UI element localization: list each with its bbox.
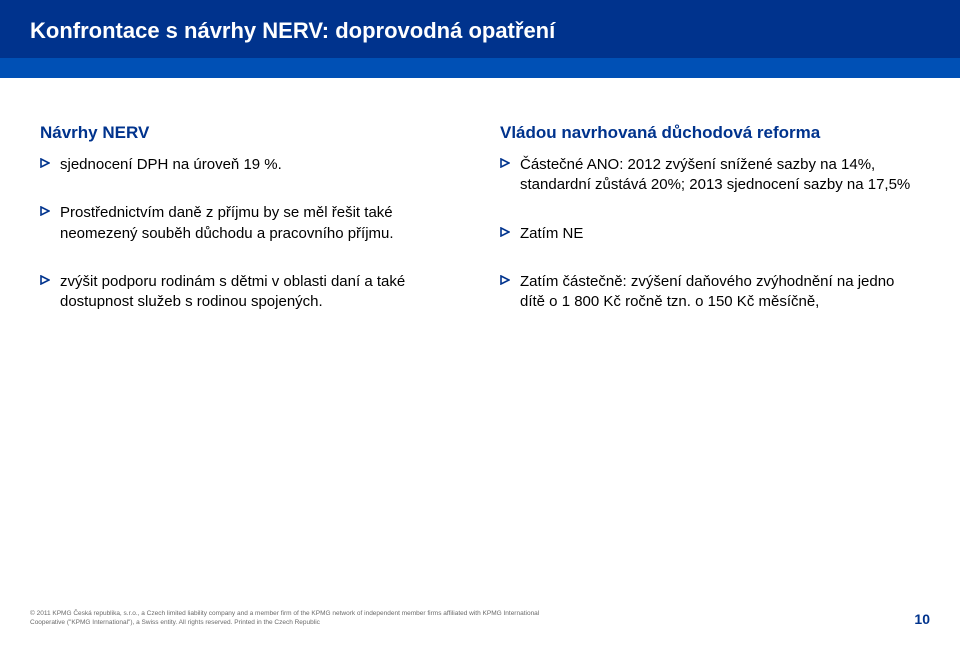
- sub-band: [0, 58, 960, 78]
- title-band: Konfrontace s návrhy NERV: doprovodná op…: [0, 0, 960, 58]
- bullet-text: zvýšit podporu rodinám s dětmi v oblasti…: [60, 272, 460, 313]
- list-item: Částečné ANO: 2012 zvýšení snížené sazby…: [500, 155, 920, 196]
- copyright-text: © 2011 KPMG Česká republika, s.r.o., a C…: [30, 610, 550, 627]
- list-item: zvýšit podporu rodinám s dětmi v oblasti…: [40, 272, 460, 313]
- bullet-text: Zatím NE: [520, 224, 920, 244]
- triangle-icon: [40, 275, 50, 285]
- list-item: sjednocení DPH na úroveň 19 %.: [40, 155, 460, 175]
- bullet-text: Prostřednictvím daně z příjmu by se měl …: [60, 203, 460, 244]
- bullet-text: sjednocení DPH na úroveň 19 %.: [60, 155, 460, 175]
- triangle-icon: [500, 227, 510, 237]
- page-title: Konfrontace s návrhy NERV: doprovodná op…: [30, 18, 930, 44]
- list-item: Zatím NE: [500, 224, 920, 244]
- left-heading: Návrhy NERV: [40, 123, 460, 143]
- footer: © 2011 KPMG Česká republika, s.r.o., a C…: [30, 610, 930, 627]
- list-item: Prostřednictvím daně z příjmu by se měl …: [40, 203, 460, 244]
- triangle-icon: [500, 158, 510, 168]
- bullet-text: Zatím částečně: zvýšení daňového zvýhodn…: [520, 272, 920, 313]
- content-area: Návrhy NERV sjednocení DPH na úroveň 19 …: [0, 78, 960, 340]
- bullet-text: Částečné ANO: 2012 zvýšení snížené sazby…: [520, 155, 920, 196]
- triangle-icon: [40, 158, 50, 168]
- right-column: Vládou navrhovaná důchodová reforma Část…: [500, 123, 920, 340]
- left-column: Návrhy NERV sjednocení DPH na úroveň 19 …: [40, 123, 460, 340]
- page-number: 10: [914, 611, 930, 627]
- triangle-icon: [40, 206, 50, 216]
- triangle-icon: [500, 275, 510, 285]
- right-heading: Vládou navrhovaná důchodová reforma: [500, 123, 920, 143]
- list-item: Zatím částečně: zvýšení daňového zvýhodn…: [500, 272, 920, 313]
